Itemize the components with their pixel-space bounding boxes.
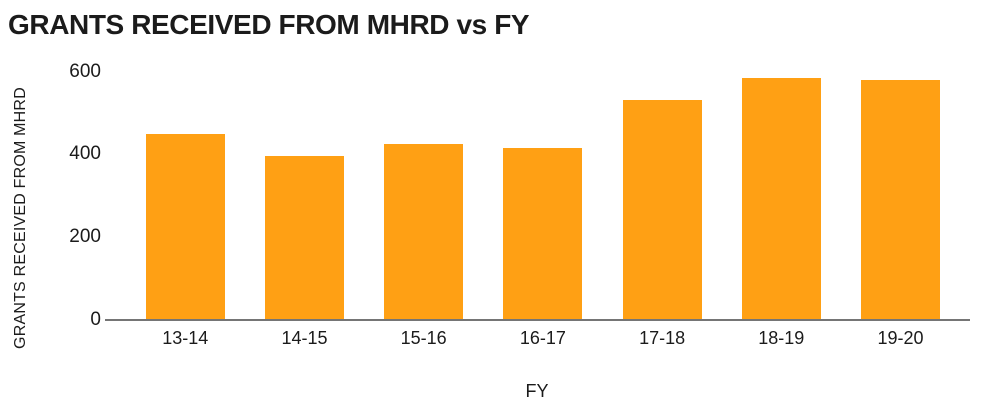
bar bbox=[622, 100, 702, 320]
bar bbox=[503, 148, 583, 320]
x-tick-label: 13-14 bbox=[162, 328, 209, 348]
bar bbox=[861, 79, 940, 320]
bar bbox=[384, 143, 464, 320]
x-axis-title: FY bbox=[525, 381, 549, 401]
x-tick-label: 19-20 bbox=[877, 328, 924, 348]
y-axis-title: GRANTS RECEIVED FROM MHRD bbox=[12, 87, 29, 349]
x-tick-label: 14-15 bbox=[281, 328, 328, 348]
bar bbox=[265, 156, 344, 320]
bar bbox=[741, 77, 821, 320]
y-tick-label: 400 bbox=[69, 143, 101, 165]
bar bbox=[145, 133, 225, 320]
x-tick-label: 15-16 bbox=[400, 328, 447, 348]
x-tick-label: 18-19 bbox=[758, 328, 805, 348]
chart-title: GRANTS RECEIVED FROM MHRD vs FY bbox=[8, 9, 530, 40]
y-tick-label: 200 bbox=[69, 226, 101, 248]
x-axis-line bbox=[105, 319, 970, 321]
x-tick-label: 17-18 bbox=[639, 328, 686, 348]
x-tick-label: 16-17 bbox=[519, 328, 566, 348]
y-tick-label: 0 bbox=[90, 309, 101, 330]
y-tick-label: 600 bbox=[69, 60, 101, 82]
